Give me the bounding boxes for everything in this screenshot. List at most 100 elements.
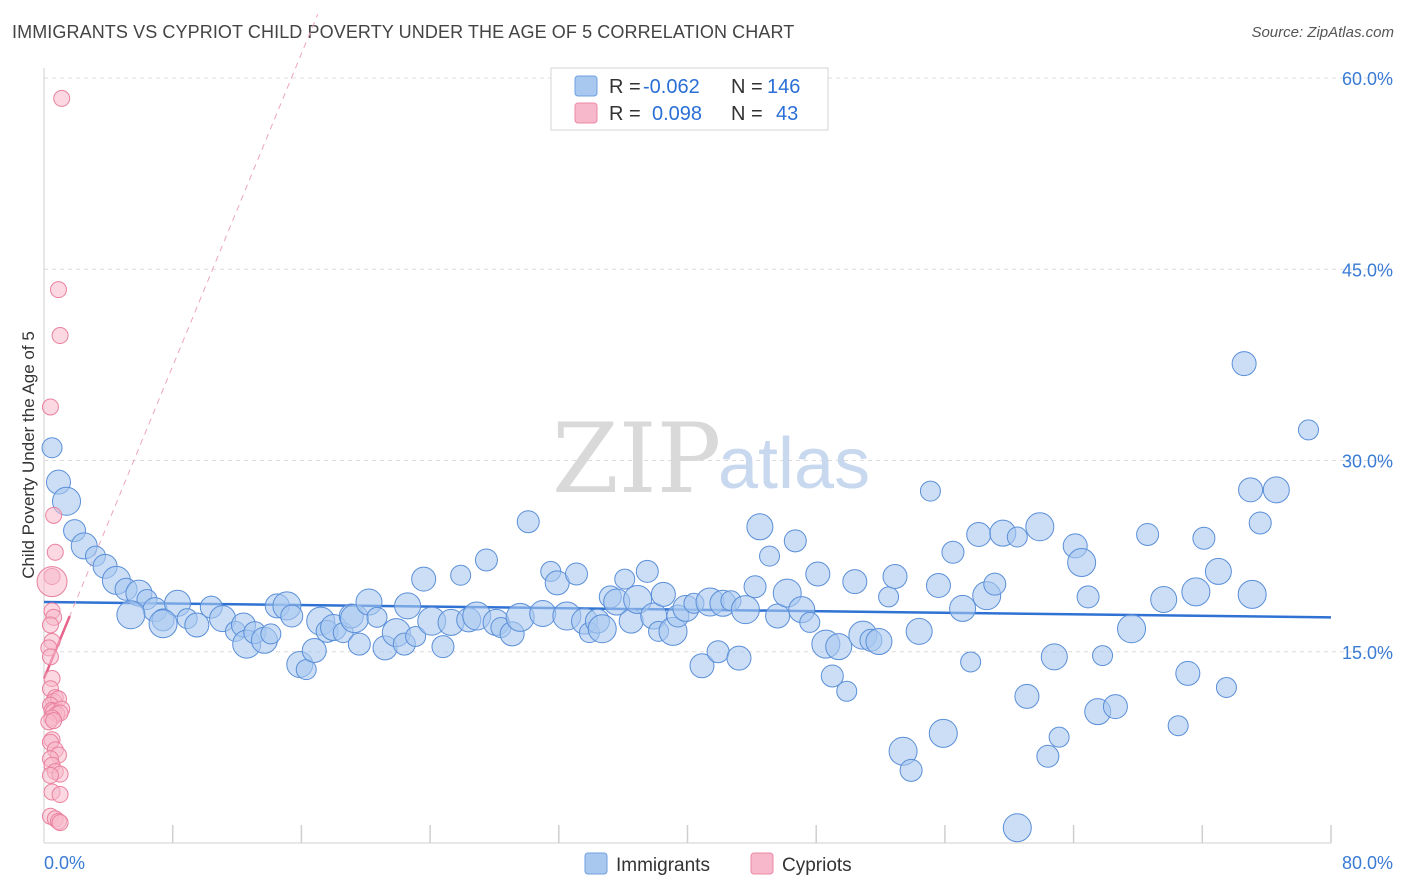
point-immigrants (516, 510, 540, 534)
y-axis-title: Child Poverty Under the Age of 5 (19, 331, 38, 579)
point-immigrants (431, 635, 455, 659)
point-immigrants (650, 581, 676, 607)
point-cypriots (46, 543, 64, 561)
watermark-atlas: atlas (718, 424, 870, 504)
legend-swatch-cypriots (574, 102, 598, 124)
point-immigrants (799, 611, 821, 633)
point-cypriots (51, 814, 69, 832)
legend-r-label: R = (609, 76, 641, 98)
point-immigrants (1006, 526, 1028, 548)
point-immigrants (928, 718, 958, 748)
point-immigrants (41, 437, 63, 459)
point-immigrants (116, 600, 146, 630)
y-tick-label-3: 60.0% (1342, 69, 1393, 89)
point-immigrants (1048, 726, 1070, 748)
point-immigrants (1262, 476, 1290, 504)
point-immigrants (450, 564, 472, 586)
point-immigrants (587, 614, 617, 644)
point-immigrants (394, 592, 422, 620)
axes (43, 68, 1332, 844)
point-cypriots (53, 89, 71, 107)
point-cypriots (41, 648, 59, 666)
point-immigrants (474, 548, 498, 572)
point-immigrants (52, 486, 82, 516)
legend-r-value-cypriots: 0.098 (652, 103, 702, 125)
point-immigrants (865, 628, 893, 656)
grid (44, 77, 1394, 653)
bottom-legend: Immigrants Cypriots (584, 852, 852, 876)
point-immigrants (925, 572, 951, 598)
legend-r-label: R = (609, 103, 641, 125)
y-tick-label-2: 45.0% (1342, 260, 1393, 280)
watermark: ZIP atlas (552, 403, 870, 515)
point-immigrants (1117, 614, 1147, 644)
data-points (36, 89, 1319, 843)
point-cypriots (36, 566, 68, 598)
point-immigrants (783, 529, 807, 553)
point-immigrants (805, 561, 831, 587)
point-immigrants (1167, 715, 1189, 737)
point-cypriots (41, 398, 59, 416)
point-immigrants (1248, 511, 1272, 535)
watermark-zip: ZIP (552, 403, 721, 515)
y-tick-labels: 15.0% 30.0% 45.0% 60.0% (1342, 69, 1393, 663)
point-immigrants (1102, 694, 1128, 720)
point-immigrants (1067, 548, 1097, 577)
point-immigrants (614, 568, 636, 590)
point-cypriots (45, 506, 63, 524)
point-immigrants (1014, 683, 1040, 709)
point-immigrants (966, 521, 992, 547)
legend-n-label: N = (731, 103, 763, 125)
point-immigrants (899, 758, 923, 782)
point-immigrants (544, 570, 570, 596)
point-immigrants (1192, 526, 1216, 550)
legend-r-value-immigrants: -0.062 (643, 76, 700, 98)
point-immigrants (1036, 744, 1060, 768)
point-cypriots (51, 327, 69, 345)
point-immigrants (960, 651, 982, 673)
point-immigrants (746, 513, 774, 541)
legend-n-value-cypriots: 43 (776, 103, 798, 125)
point-immigrants (1040, 643, 1068, 671)
point-immigrants (635, 559, 659, 583)
point-immigrants (1204, 557, 1232, 585)
point-immigrants (949, 594, 977, 622)
point-immigrants (1297, 419, 1319, 441)
point-immigrants (1092, 645, 1114, 667)
y-tick-label-1: 30.0% (1342, 452, 1393, 472)
point-immigrants (1150, 585, 1178, 613)
point-immigrants (1076, 585, 1100, 609)
point-immigrants (689, 653, 715, 679)
point-immigrants (730, 595, 760, 625)
y-tick-label-0: 15.0% (1342, 643, 1393, 663)
point-cypriots (51, 786, 69, 804)
legend-swatch-immigrants (574, 75, 598, 97)
point-immigrants (260, 623, 282, 645)
point-immigrants (411, 566, 437, 592)
point-immigrants (905, 617, 933, 645)
chart-title: IMMIGRANTS VS CYPRIOT CHILD POVERTY UNDE… (12, 22, 795, 42)
point-immigrants (882, 564, 908, 590)
trend-line-cypriots-extended (43, 14, 319, 679)
point-immigrants (706, 640, 730, 664)
point-immigrants (825, 633, 853, 661)
point-immigrants (1175, 660, 1201, 686)
point-immigrants (878, 586, 900, 608)
point-immigrants (1136, 522, 1160, 546)
point-cypriots (41, 616, 59, 634)
point-immigrants (405, 625, 427, 647)
point-immigrants (1181, 577, 1211, 607)
point-immigrants (1215, 676, 1237, 698)
point-immigrants (184, 612, 210, 638)
point-immigrants (820, 664, 844, 688)
point-immigrants (564, 562, 588, 586)
x-tick-label-0: 0.0% (44, 853, 85, 873)
point-immigrants (765, 603, 791, 629)
point-immigrants (1231, 351, 1257, 377)
legend-n-label: N = (731, 76, 763, 98)
point-immigrants (759, 545, 781, 567)
x-tick-labels: 0.0% 80.0% (44, 853, 1393, 873)
source-credit: Source: ZipAtlas.com (1251, 24, 1394, 41)
x-tick-label-1: 80.0% (1342, 853, 1393, 873)
